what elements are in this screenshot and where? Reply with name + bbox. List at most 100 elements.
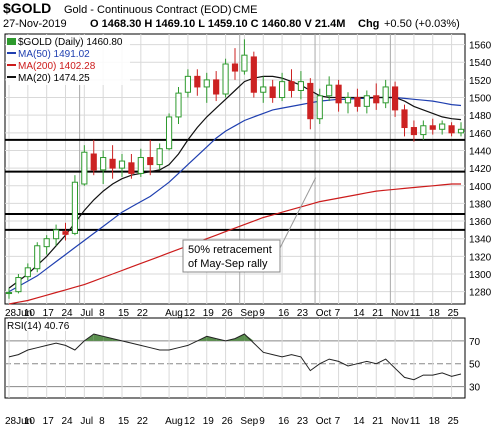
y-tick-label: 1280 bbox=[469, 288, 492, 299]
x-tick-label: 7 bbox=[335, 308, 341, 319]
y-tick-label: 1420 bbox=[469, 164, 492, 175]
y-tick-label: 1480 bbox=[469, 111, 492, 122]
candle-body bbox=[71, 181, 79, 234]
x-tick-label: 28Jun bbox=[5, 416, 32, 427]
candle-body bbox=[81, 151, 88, 185]
rsi-overbought-fill bbox=[103, 336, 113, 341]
x-tick-label: Nov bbox=[391, 308, 409, 319]
candle-body bbox=[457, 128, 465, 134]
change-value: +0.50 (+0.03%) bbox=[384, 18, 460, 30]
rsi-label: RSI(14) 40.76 bbox=[7, 321, 70, 332]
legend-swatch-daily bbox=[7, 38, 16, 45]
x-tick-label: 21 bbox=[372, 416, 384, 427]
candle-body bbox=[147, 157, 154, 166]
x-tick-label: 8 bbox=[99, 416, 105, 427]
candle-body bbox=[43, 238, 50, 248]
x-tick-label: 14 bbox=[353, 308, 365, 319]
legend-ma200: MA(200) 1402.28 bbox=[18, 61, 96, 72]
candle-body bbox=[269, 86, 276, 99]
x-tick-label: 15 bbox=[118, 416, 130, 427]
x-tick-label: 8 bbox=[99, 308, 105, 319]
x-tick-label: 17 bbox=[43, 416, 55, 427]
candle-body bbox=[278, 81, 286, 99]
candle-body bbox=[62, 231, 69, 235]
x-tick-label: 22 bbox=[137, 416, 149, 427]
candle-body bbox=[241, 54, 248, 72]
x-tick-label: 10 bbox=[24, 416, 36, 427]
y-tick-label: 1360 bbox=[469, 217, 492, 228]
exchange-label: CME bbox=[233, 4, 257, 16]
candle-body bbox=[109, 158, 116, 169]
rsi-tick-label: 50 bbox=[469, 360, 481, 371]
y-tick-label: 1320 bbox=[469, 252, 492, 263]
x-tick-label: 18 bbox=[429, 416, 441, 427]
candle-body bbox=[184, 75, 192, 93]
candle-body bbox=[5, 292, 13, 295]
candle-body bbox=[203, 79, 210, 88]
callout-pointer bbox=[279, 177, 317, 249]
candle-body bbox=[391, 86, 399, 111]
rsi-line bbox=[8, 333, 462, 381]
candle-body bbox=[260, 86, 267, 93]
candle-body bbox=[297, 81, 305, 91]
x-tick-label: Sep bbox=[240, 308, 258, 319]
x-tick-label: 9 bbox=[259, 416, 265, 427]
ma200-line bbox=[8, 183, 461, 305]
rsi-axis: 70 50 30 bbox=[469, 337, 481, 394]
x-tick-label: 28Jun bbox=[5, 308, 32, 319]
candle-body bbox=[326, 84, 333, 97]
callout-box bbox=[182, 239, 281, 273]
x-tick-label: 26 bbox=[222, 308, 234, 319]
candle-body bbox=[128, 162, 135, 174]
candle-body bbox=[316, 95, 323, 120]
rsi-content bbox=[5, 318, 465, 398]
price-grid bbox=[5, 34, 465, 304]
candle-body bbox=[52, 229, 60, 240]
rsi-overbought-fill bbox=[235, 334, 245, 341]
ohlc-readout: O 1468.30 H 1469.10 L 1459.10 C 1460.80 … bbox=[90, 18, 345, 30]
y-tick-label: 1560 bbox=[469, 41, 492, 52]
x-tick-label: 25 bbox=[448, 416, 460, 427]
x-tick-label: Oct bbox=[316, 308, 332, 319]
candle-body bbox=[363, 95, 370, 107]
candle-body bbox=[156, 148, 163, 166]
candle-body bbox=[213, 79, 220, 95]
rsi-tick-label: 30 bbox=[469, 383, 481, 394]
legend-ma50: MA(50) 1491.02 bbox=[18, 49, 90, 60]
x-tick-label: Sep bbox=[240, 416, 258, 427]
callout-line-2: of May-Sep rally bbox=[188, 258, 268, 270]
candle-body bbox=[344, 97, 352, 104]
symbol-title: $GOLD bbox=[3, 0, 51, 16]
y-tick-label: 1380 bbox=[469, 199, 492, 210]
change-label: Chg bbox=[358, 18, 379, 30]
candle-body bbox=[307, 82, 314, 120]
candle-body bbox=[429, 125, 436, 130]
x-tick-label: 19 bbox=[203, 308, 215, 319]
rsi-overbought-fill bbox=[206, 336, 217, 341]
y-tick-label: 1460 bbox=[469, 129, 492, 140]
candle-body bbox=[175, 92, 182, 118]
x-tick-label: 11 bbox=[410, 308, 421, 319]
candle-body bbox=[401, 109, 408, 129]
x-tick-label: 26 bbox=[222, 416, 234, 427]
x-tick-label: 15 bbox=[118, 308, 130, 319]
candle-body bbox=[231, 63, 239, 72]
y-tick-label: 1540 bbox=[469, 58, 492, 69]
candle-body bbox=[420, 125, 427, 136]
x-tick-label: 19 bbox=[203, 416, 215, 427]
candle-body bbox=[137, 157, 144, 174]
candle-body bbox=[448, 125, 455, 134]
x-tick-label: 22 bbox=[137, 308, 149, 319]
candle-body bbox=[250, 56, 257, 93]
x-tick-label: Jul bbox=[80, 308, 93, 319]
y-tick-label: 1520 bbox=[469, 76, 492, 87]
candle-body bbox=[439, 123, 446, 130]
candle-body bbox=[24, 267, 31, 278]
candle-body bbox=[34, 245, 41, 270]
legend: $GOLD (Daily) 1460.80 MA(50) 1491.02 MA(… bbox=[6, 35, 130, 85]
candle-body bbox=[382, 86, 389, 104]
candle-body bbox=[335, 84, 342, 104]
